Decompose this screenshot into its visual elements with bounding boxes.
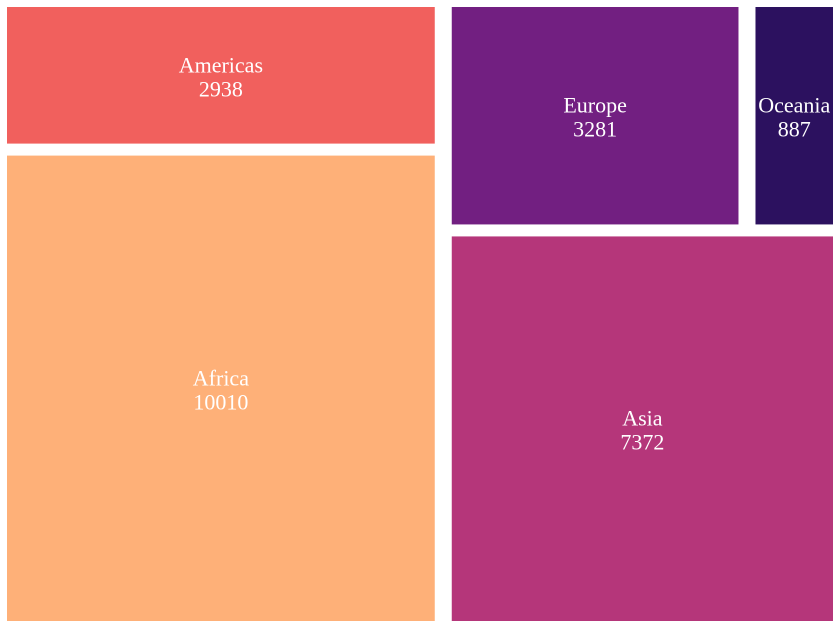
tile-americas-value: 2938 (199, 76, 243, 101)
tile-oceania: Oceania 887 (755, 7, 833, 225)
tile-asia: Asia 7372 (451, 236, 833, 622)
tile-oceania-name: Oceania (758, 93, 830, 118)
tile-asia-rect (451, 236, 833, 622)
tile-oceania-value: 887 (778, 117, 811, 142)
tile-europe: Europe 3281 (451, 7, 739, 225)
tile-africa-name: Africa (193, 365, 249, 390)
tile-africa-value: 10010 (193, 389, 248, 414)
tile-oceania-rect (755, 7, 833, 225)
tile-asia-value: 7372 (620, 430, 664, 455)
tile-americas-rect (7, 7, 435, 144)
tile-europe-value: 3281 (573, 117, 617, 142)
tile-africa: Africa 10010 (7, 155, 435, 621)
tile-europe-rect (451, 7, 739, 225)
tile-americas-name: Americas (179, 52, 263, 77)
tile-asia-name: Asia (622, 406, 663, 431)
tile-africa-rect (7, 155, 435, 621)
tile-europe-name: Europe (563, 93, 627, 118)
tile-americas: Americas 2938 (7, 7, 435, 144)
